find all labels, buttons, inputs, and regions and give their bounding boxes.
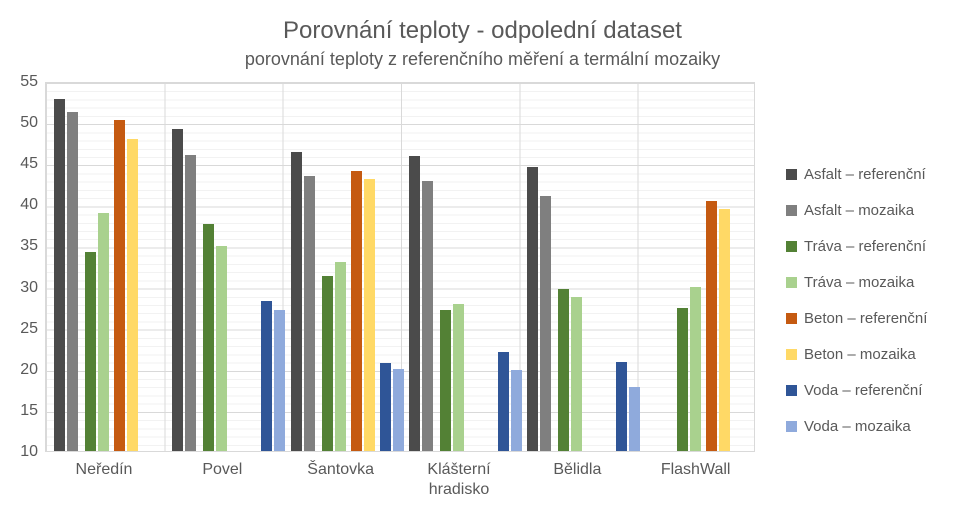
- bar: [334, 261, 346, 451]
- legend-label: Beton – referenční: [804, 309, 928, 327]
- legend-swatch-icon: [786, 348, 797, 360]
- legend-swatch-icon: [786, 312, 797, 324]
- bar: [571, 297, 583, 451]
- bar: [274, 310, 286, 451]
- plot-area: [45, 82, 755, 452]
- x-category-label: Neředín: [75, 461, 133, 478]
- y-tick-label: 25: [20, 319, 38, 337]
- legend-label: Voda – mozaika: [804, 417, 911, 435]
- bar: [540, 196, 552, 451]
- legend-item: Tráva – mozaika: [786, 264, 964, 300]
- x-category-label: Šantovka: [307, 461, 375, 478]
- legend-item: Asfalt – mozaika: [786, 192, 964, 228]
- bar: [127, 138, 138, 451]
- legend-label: Tráva – mozaika: [804, 273, 915, 291]
- legend-swatch-icon: [786, 384, 797, 396]
- bar: [422, 180, 433, 451]
- y-tick-label: 55: [20, 73, 38, 90]
- bar: [392, 368, 404, 451]
- legend-swatch-icon: [786, 240, 797, 252]
- bar: [511, 369, 522, 451]
- bar: [303, 175, 315, 451]
- bar: [363, 178, 375, 451]
- bar: [85, 252, 96, 451]
- bar: [290, 151, 302, 451]
- legend-swatch-icon: [786, 168, 797, 180]
- bar: [379, 363, 391, 451]
- bar: [629, 386, 641, 451]
- bar: [321, 275, 333, 451]
- y-tick-label: 10: [20, 443, 38, 460]
- legend-item: Beton – referenční: [786, 300, 964, 336]
- bar: [114, 119, 125, 451]
- legend-item: Asfalt – referenční: [786, 156, 964, 192]
- bar: [409, 155, 420, 451]
- y-tick-label: 35: [20, 237, 38, 255]
- bar: [558, 289, 570, 451]
- x-category-label: Povel: [202, 461, 243, 478]
- legend-label: Beton – mozaika: [804, 345, 916, 363]
- legend-item: Voda – referenční: [786, 372, 964, 408]
- bar: [498, 352, 509, 451]
- legend-swatch-icon: [786, 204, 797, 216]
- bar: [98, 212, 109, 451]
- bar: [527, 167, 539, 451]
- bar: [54, 99, 65, 451]
- y-tick-label: 15: [20, 401, 38, 419]
- legend-label: Voda – referenční: [804, 381, 923, 399]
- bar: [216, 246, 228, 451]
- x-category-label: Bělidla: [553, 461, 602, 478]
- y-tick-label: 40: [20, 196, 38, 214]
- legend: Asfalt – referenční Asfalt – mozaika Tráva…: [786, 156, 964, 444]
- legend-item: Voda – mozaika: [786, 408, 964, 444]
- bar: [203, 224, 215, 451]
- y-tick-label: 50: [20, 114, 38, 132]
- legend-swatch-icon: [786, 420, 797, 432]
- legend-swatch-icon: [786, 276, 797, 288]
- y-tick-label: 20: [20, 360, 38, 378]
- legend-label: Asfalt – referenční: [804, 165, 926, 183]
- bar: [261, 300, 273, 451]
- bar: [172, 128, 184, 451]
- bar: [440, 309, 451, 451]
- legend-label: Tráva – referenční: [804, 237, 926, 255]
- bar: [718, 209, 730, 451]
- bar: [676, 307, 688, 451]
- bar: [67, 112, 78, 451]
- x-category-label: Klášterní hradisko: [427, 461, 491, 498]
- bar: [453, 303, 464, 451]
- legend-label: Asfalt – mozaika: [804, 201, 915, 219]
- legend-item: Tráva – referenční: [786, 228, 964, 264]
- y-tick-label: 30: [20, 278, 38, 296]
- bar: [350, 171, 362, 451]
- chart-subtitle: porovnání teploty z referenčního měření …: [244, 49, 721, 69]
- legend-item: Beton – mozaika: [786, 336, 964, 372]
- bar: [705, 201, 717, 451]
- bar: [185, 155, 197, 451]
- bar: [689, 286, 701, 451]
- bar: [616, 362, 628, 451]
- x-category-label: FlashWall: [660, 461, 731, 478]
- y-tick-label: 45: [20, 155, 38, 173]
- chart-title: Porovnání teploty - odpolední dataset: [283, 17, 682, 44]
